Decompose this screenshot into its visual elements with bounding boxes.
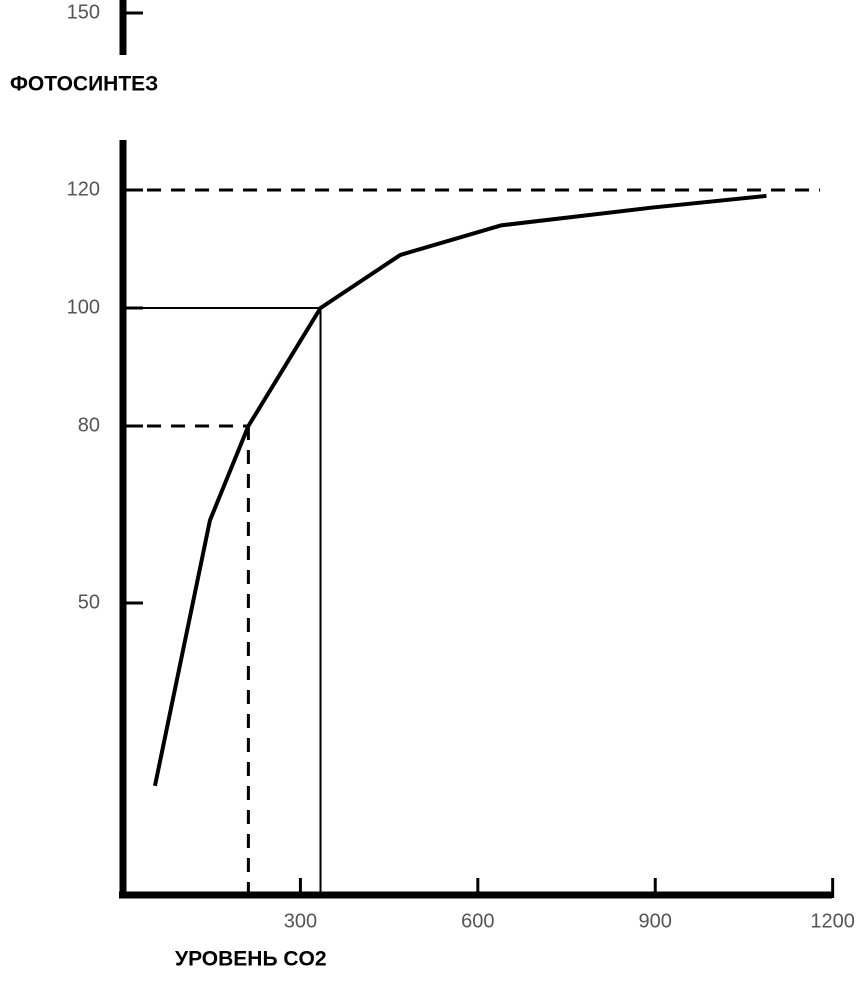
x-tick-label: 600 — [461, 910, 494, 932]
x-tick-label: 300 — [284, 910, 317, 932]
x-tick-label: 1200 — [810, 910, 855, 932]
y-tick-label: 120 — [67, 178, 100, 200]
y-axis-label: ФОТОСИНТЕЗ — [10, 73, 158, 96]
y-tick-label: 150 — [67, 1, 100, 23]
y-tick-label: 80 — [78, 414, 100, 436]
x-axis-label: УРОВЕНЬ CO2 — [175, 948, 327, 971]
curve — [152, 193, 767, 787]
y-tick-label: 100 — [67, 296, 100, 318]
x-tick-label: 900 — [639, 910, 672, 932]
y-tick-label: 50 — [78, 591, 100, 613]
